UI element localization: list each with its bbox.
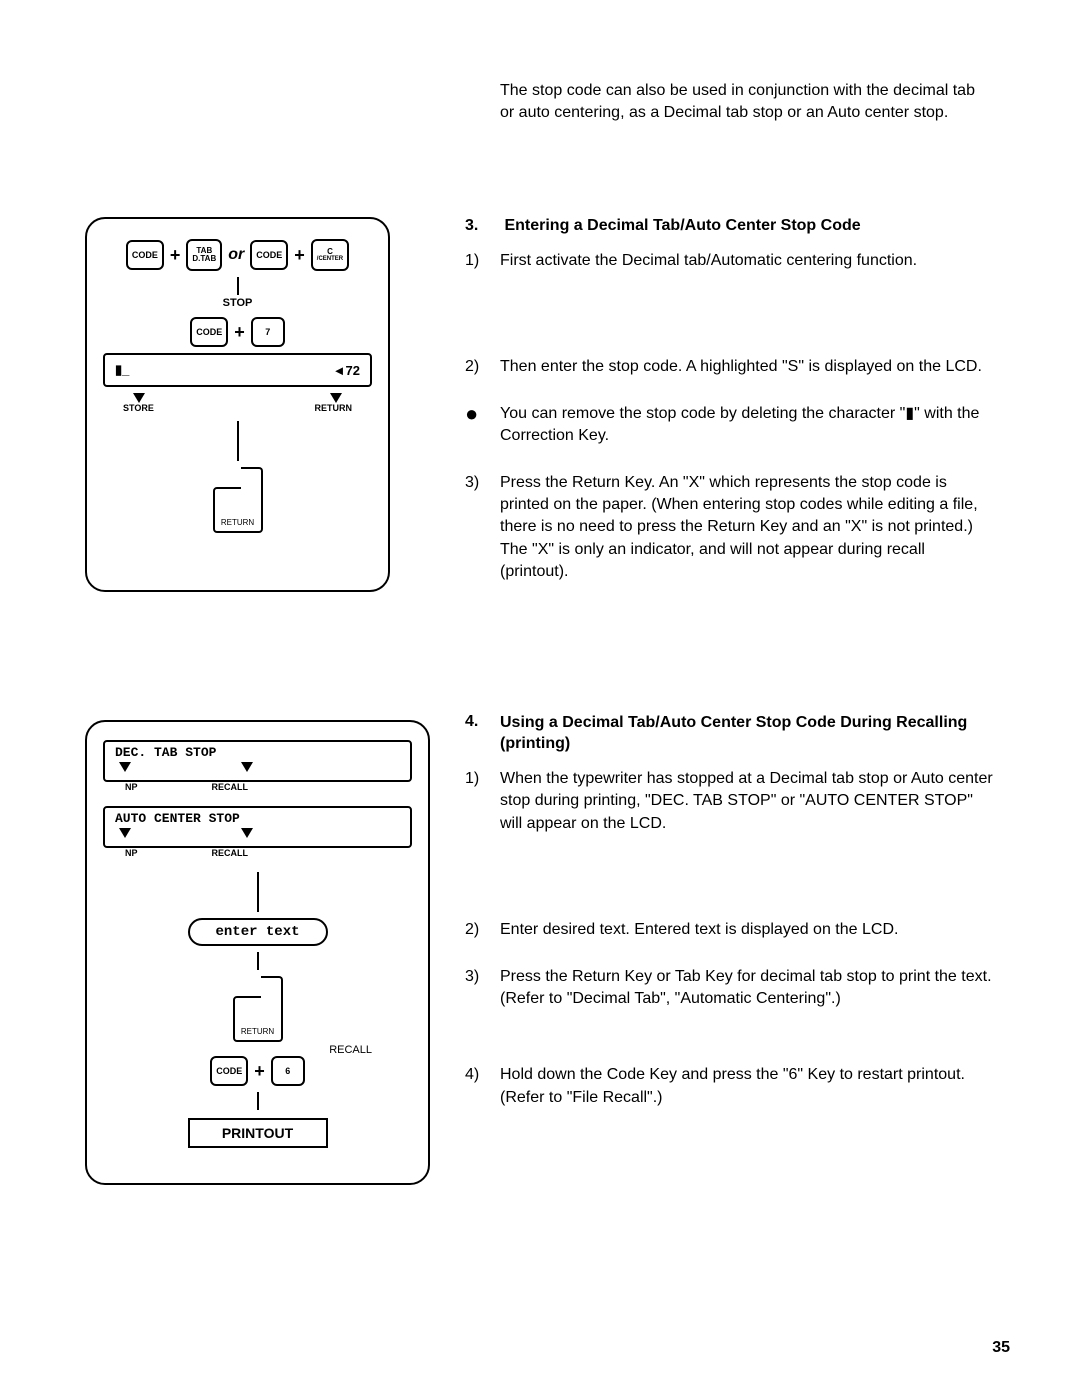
six-key: 6: [271, 1056, 305, 1086]
item-text: First activate the Decimal tab/Automatic…: [500, 250, 995, 272]
lcd-display: DEC. TAB STOP: [103, 740, 412, 782]
code-key: CODE: [210, 1056, 248, 1086]
item-marker: 1): [465, 768, 500, 835]
triangle-down-icon: [133, 393, 145, 403]
enter-text-pill: enter text: [188, 918, 328, 946]
flow-line: [257, 872, 259, 912]
section4-title: Using a Decimal Tab/Auto Center Stop Cod…: [500, 713, 995, 755]
bullet-icon: ●: [465, 403, 500, 448]
item-marker: 2): [465, 919, 500, 941]
recall-label: RECALL: [212, 848, 249, 858]
item-marker: 2): [465, 356, 500, 378]
return-key-label: RETURN: [235, 1027, 281, 1036]
recall-label: RECALL: [103, 1044, 372, 1056]
center-key: C /CENTER: [311, 239, 349, 271]
lcd-display: ▮_ ◄72: [103, 353, 372, 387]
key-sequence-row: CODE + 6: [103, 1056, 412, 1086]
section3-list: 1) First activate the Decimal tab/Automa…: [465, 250, 995, 608]
section4-number: 4.: [465, 713, 500, 755]
return-label: RETURN: [315, 403, 353, 413]
flow-line: [237, 421, 239, 461]
item-text: Then enter the stop code. A highlighted …: [500, 356, 995, 378]
flow-line: [257, 1092, 259, 1110]
lcd-text: AUTO CENTER STOP: [115, 811, 400, 826]
item-marker: 1): [465, 250, 500, 272]
list-item: 3) Press the Return Key. An "X" which re…: [465, 472, 995, 584]
list-item: 3) Press the Return Key or Tab Key for d…: [465, 966, 995, 1011]
diagram-recall-stop-code: DEC. TAB STOP NP RECALL AUTO CENTER STOP…: [85, 720, 430, 1185]
key-label-bottom: D.TAB: [192, 255, 216, 263]
key-sequence-row: CODE + TAB D.TAB or CODE + C /CENTER: [97, 239, 378, 271]
item-marker: 3): [465, 966, 500, 1011]
code-key: CODE: [190, 317, 228, 347]
intro-paragraph: The stop code can also be used in conjun…: [500, 80, 990, 125]
return-key-label: RETURN: [215, 518, 261, 527]
item-text: Hold down the Code Key and press the "6"…: [500, 1064, 995, 1109]
plus-icon: +: [234, 322, 245, 343]
lcd-text: DEC. TAB STOP: [115, 745, 400, 760]
return-key: RETURN: [233, 996, 283, 1042]
code-key: CODE: [250, 240, 288, 270]
code-key: CODE: [126, 240, 164, 270]
item-marker: 3): [465, 472, 500, 584]
item-text: Press the Return Key. An "X" which repre…: [500, 472, 995, 584]
section3-title: Entering a Decimal Tab/Auto Center Stop …: [504, 217, 860, 234]
lcd-left: ▮_: [115, 362, 129, 378]
label-row: STORE RETURN: [97, 403, 378, 413]
item-text: You can remove the stop code by deleting…: [500, 403, 995, 448]
seven-key: 7: [251, 317, 285, 347]
section4-heading: 4. Using a Decimal Tab/Auto Center Stop …: [465, 713, 995, 755]
item-marker: 4): [465, 1064, 500, 1109]
recall-label: RECALL: [212, 782, 249, 792]
page-number: 35: [992, 1339, 1010, 1357]
triangle-row: [115, 828, 400, 838]
label-row: NP RECALL: [103, 782, 412, 792]
section3-heading: 3. Entering a Decimal Tab/Auto Center St…: [465, 217, 861, 235]
key-sequence-row: CODE + 7: [97, 317, 378, 347]
item-text: Enter desired text. Entered text is disp…: [500, 919, 995, 941]
triangle-down-icon: [119, 828, 131, 838]
list-item: 2) Enter desired text. Entered text is d…: [465, 919, 995, 941]
section4-list: 1) When the typewriter has stopped at a …: [465, 768, 995, 1133]
label-row: NP RECALL: [103, 848, 412, 858]
np-label: NP: [125, 782, 138, 792]
triangle-row: [115, 762, 400, 772]
list-item: 4) Hold down the Code Key and press the …: [465, 1064, 995, 1109]
item-text: Press the Return Key or Tab Key for deci…: [500, 966, 995, 1011]
key-label-bottom: /CENTER: [317, 256, 343, 262]
stop-label: STOP: [97, 297, 378, 309]
triangle-down-icon: [241, 828, 253, 838]
np-label: NP: [125, 848, 138, 858]
plus-icon: +: [294, 245, 305, 266]
store-label: STORE: [123, 403, 154, 413]
flow-line: [237, 277, 239, 295]
triangle-row: [97, 393, 378, 403]
lcd-display: AUTO CENTER STOP: [103, 806, 412, 848]
return-key: RETURN: [213, 487, 263, 533]
printout-box: PRINTOUT: [188, 1118, 328, 1148]
tab-key: TAB D.TAB: [186, 239, 222, 271]
list-item: 2) Then enter the stop code. A highlight…: [465, 356, 995, 378]
flow-line: [257, 952, 259, 970]
triangle-down-icon: [330, 393, 342, 403]
list-item: 1) When the typewriter has stopped at a …: [465, 768, 995, 835]
list-item: ● You can remove the stop code by deleti…: [465, 403, 995, 448]
diagram-enter-stop-code: CODE + TAB D.TAB or CODE + C /CENTER STO…: [85, 217, 390, 592]
triangle-down-icon: [241, 762, 253, 772]
section3-number: 3.: [465, 217, 500, 235]
lcd-right: ◄72: [333, 363, 360, 378]
key-label-top: C: [327, 248, 333, 256]
plus-icon: +: [254, 1061, 265, 1082]
or-text: or: [228, 246, 244, 264]
list-item: 1) First activate the Decimal tab/Automa…: [465, 250, 995, 272]
triangle-down-icon: [119, 762, 131, 772]
plus-icon: +: [170, 245, 181, 266]
item-text: When the typewriter has stopped at a Dec…: [500, 768, 995, 835]
